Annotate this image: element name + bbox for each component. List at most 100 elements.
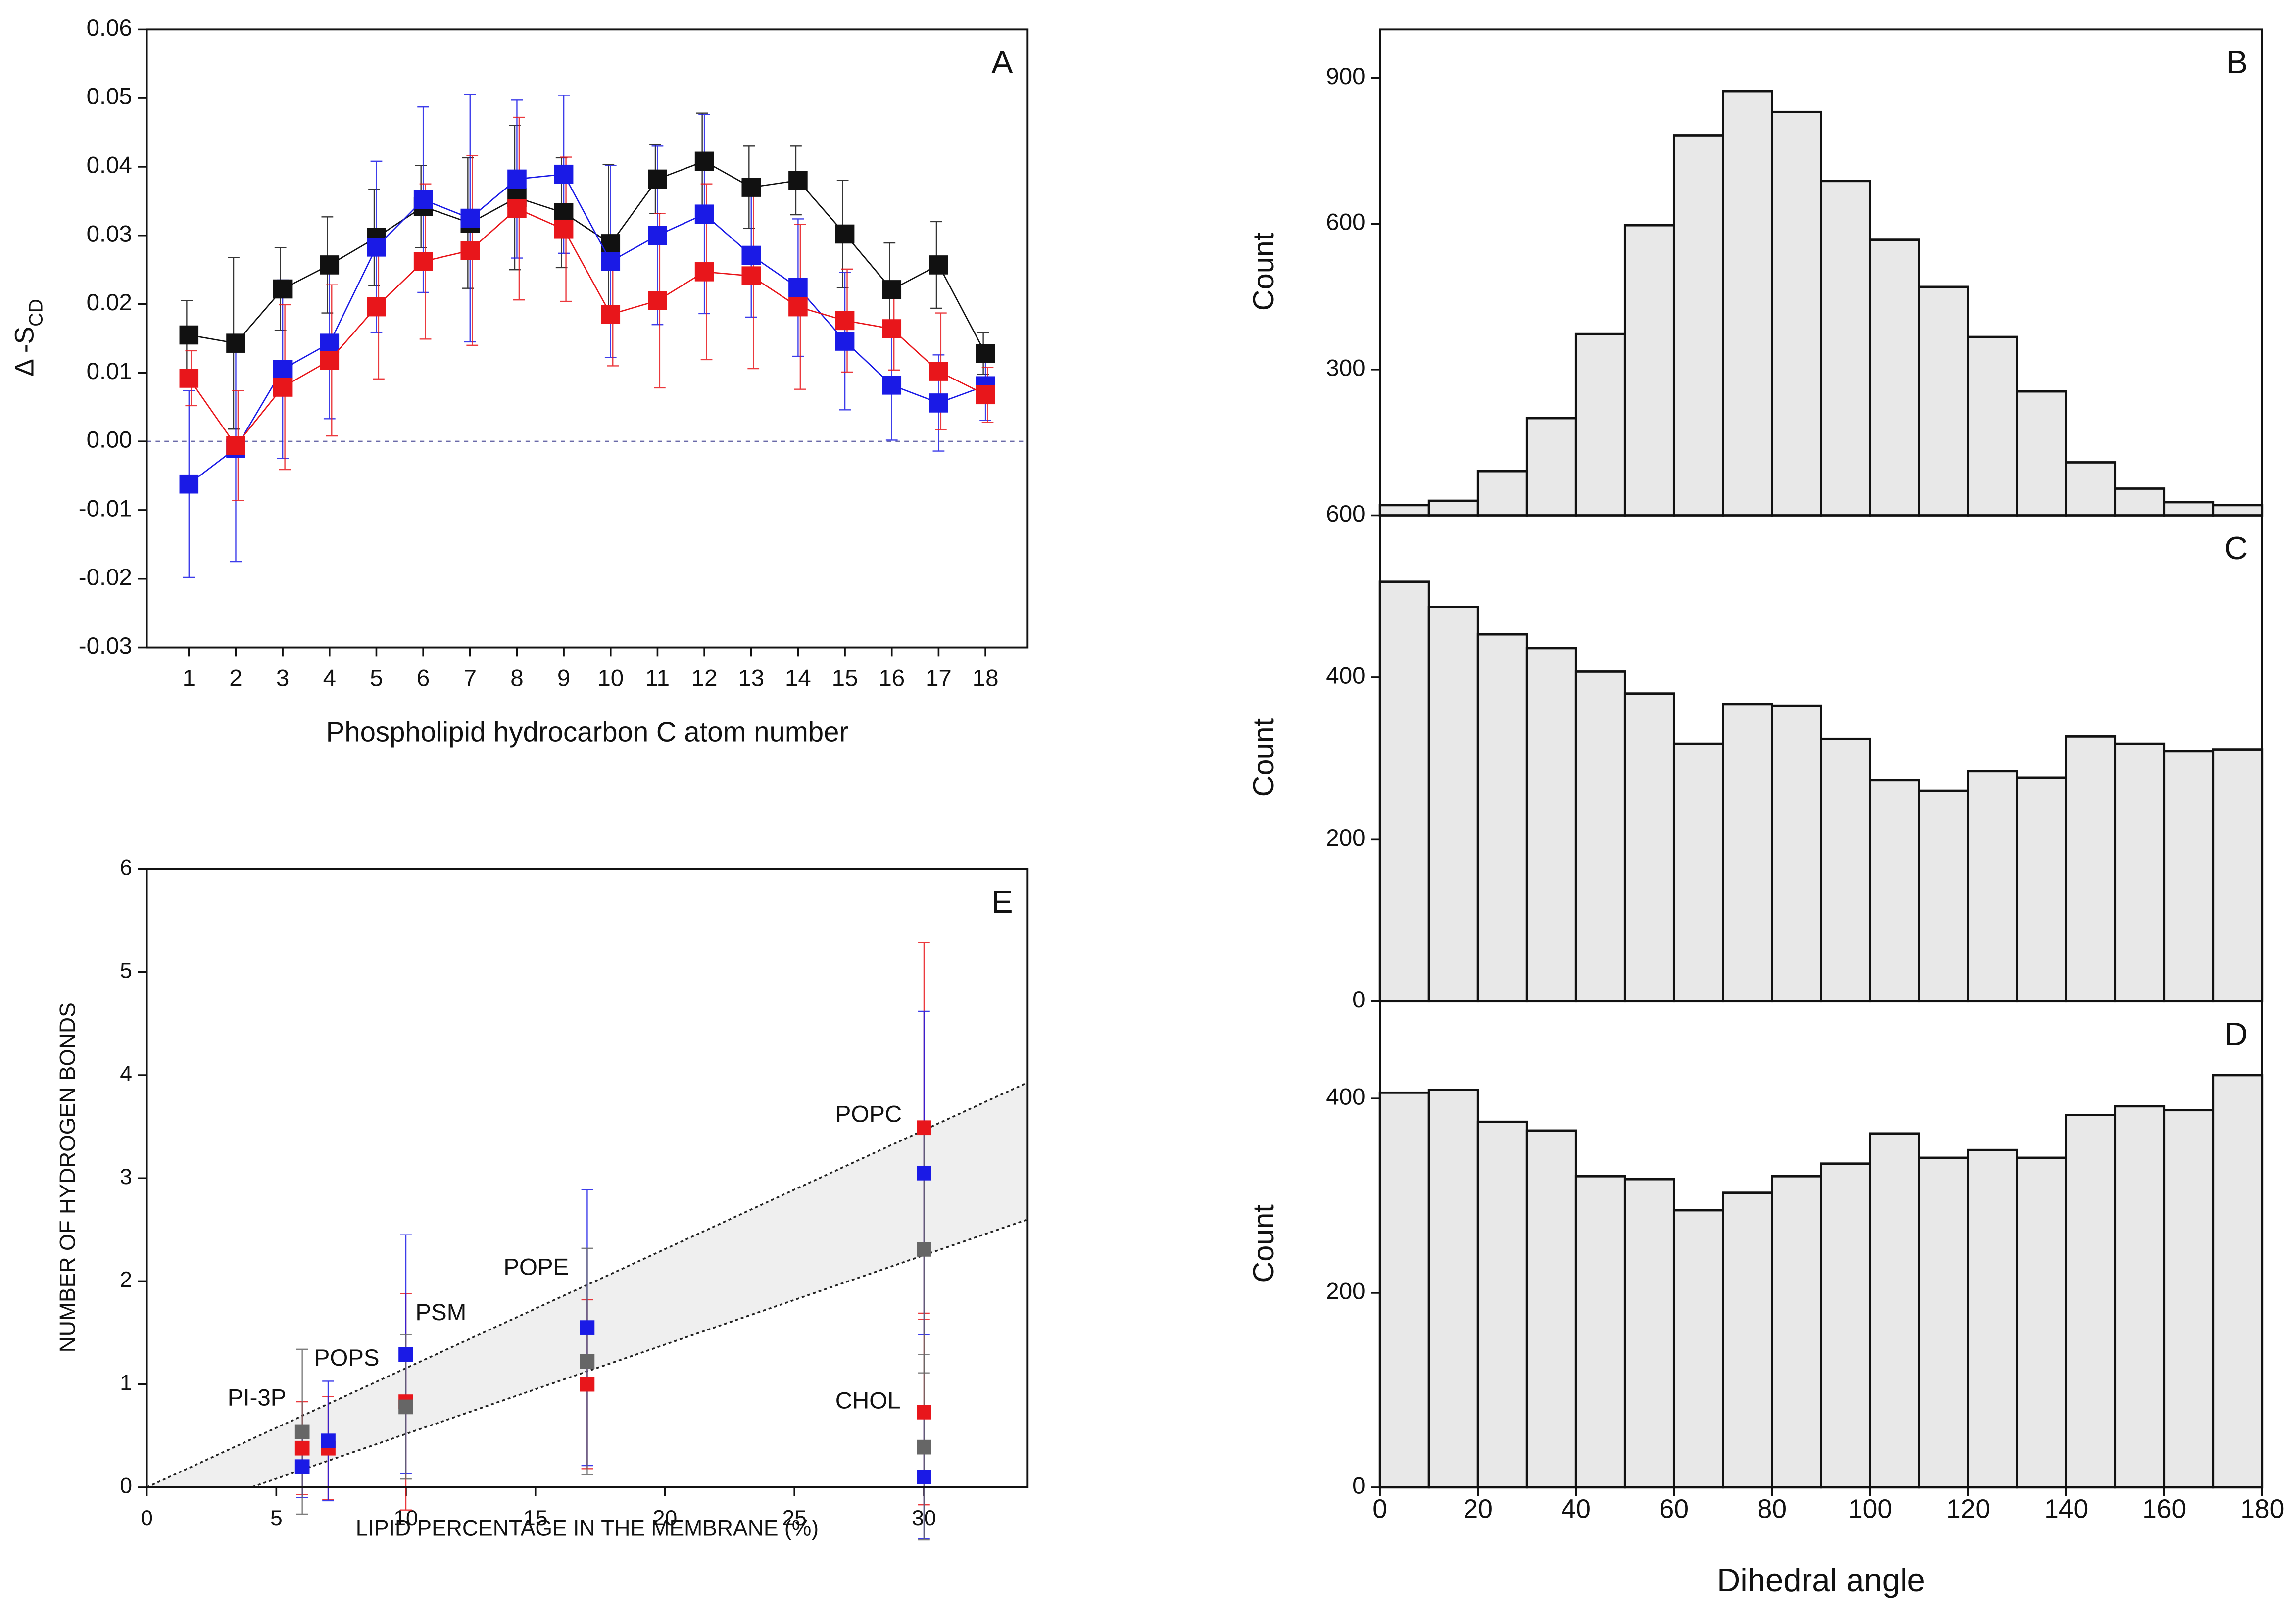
y-tick-label: 3	[120, 1165, 132, 1189]
y-tick-label: 6	[120, 855, 132, 880]
marker	[976, 344, 995, 363]
bar	[1820, 737, 1871, 1003]
marker	[367, 297, 386, 317]
y-axis-title: Count	[1246, 718, 1279, 797]
marker	[226, 436, 245, 455]
series-line	[188, 208, 986, 447]
x-tick-label: 140	[2044, 1494, 2088, 1523]
bar	[1427, 606, 1479, 1003]
marker	[788, 278, 808, 297]
marker	[917, 1470, 931, 1484]
marker	[648, 169, 667, 189]
marker	[507, 199, 527, 218]
y-tick-label: 0.03	[87, 221, 132, 247]
bar	[1869, 238, 1920, 517]
bar	[1476, 470, 1528, 517]
x-tick-label: 5	[370, 665, 383, 691]
marker	[320, 255, 340, 275]
marker	[917, 1405, 931, 1420]
x-tick-label: 120	[1946, 1494, 1990, 1523]
y-tick-label: 2	[120, 1268, 132, 1292]
y-tick-label: 0.05	[87, 84, 132, 110]
marker	[835, 332, 855, 351]
annotation: CHOL	[835, 1387, 901, 1414]
y-tick-label: 0.02	[87, 289, 132, 316]
marker	[294, 1459, 310, 1474]
marker	[929, 393, 948, 413]
bar	[1525, 417, 1577, 517]
bar	[2212, 504, 2264, 517]
x-tick-label: 4	[323, 665, 336, 691]
panel-label: A	[991, 44, 1013, 80]
marker	[741, 178, 761, 197]
y-tick-label: 0.06	[87, 15, 132, 41]
bar	[2016, 776, 2068, 1003]
x-tick-label: 11	[645, 665, 670, 691]
marker	[648, 226, 667, 245]
x-tick-label: 20	[653, 1506, 677, 1530]
x-tick-label: 160	[2142, 1494, 2186, 1523]
y-tick-label: 300	[1326, 355, 1365, 381]
y-axis-title: Count	[1246, 1204, 1279, 1283]
bar	[1378, 1091, 1430, 1489]
marker	[413, 190, 433, 209]
annotation: POPS	[314, 1345, 380, 1371]
bar	[1476, 633, 1528, 1003]
y-axis-title-sub: CD	[25, 299, 47, 327]
y-axis-title-main: Count	[1246, 232, 1279, 311]
marker	[882, 280, 902, 299]
bar	[1869, 1132, 1920, 1489]
bar	[1623, 224, 1675, 517]
annotation: PSM	[415, 1299, 466, 1326]
marker	[320, 351, 340, 370]
marker	[273, 279, 293, 299]
bar	[2065, 735, 2117, 1003]
marker	[601, 305, 621, 324]
bar	[1672, 742, 1724, 1003]
x-tick-label: 3	[276, 665, 289, 691]
x-tick-label: 15	[523, 1506, 547, 1530]
bar	[2163, 501, 2215, 517]
bar	[2212, 748, 2264, 1003]
marker	[694, 262, 714, 282]
x-tick-label: 12	[691, 665, 718, 691]
marker	[554, 203, 574, 223]
y-tick-label: 0.04	[87, 152, 132, 178]
marker	[788, 171, 808, 190]
bar	[1918, 1156, 1969, 1489]
marker	[294, 1440, 310, 1456]
marker	[320, 333, 340, 353]
bar	[1918, 789, 1969, 1003]
bar	[2114, 1105, 2166, 1489]
marker	[413, 252, 433, 271]
bar	[2065, 1114, 2117, 1489]
x-tick-label: 20	[1464, 1494, 1493, 1523]
marker	[226, 333, 245, 353]
x-tick-label: 17	[926, 665, 952, 691]
annotation: PI-3P	[228, 1384, 287, 1411]
bar	[1869, 779, 1920, 1003]
x-tick-label: 180	[2240, 1494, 2284, 1523]
x-axis-title: LIPID PERCENTAGE IN THE MEMBRANE (%)	[356, 1517, 819, 1541]
bar	[1967, 770, 2018, 1003]
marker	[882, 376, 902, 395]
bar	[1378, 504, 1430, 517]
x-tick-label: 14	[785, 665, 811, 691]
bar	[1525, 1129, 1577, 1489]
marker	[917, 1120, 931, 1136]
x-tick-label: 80	[1758, 1494, 1787, 1523]
marker	[648, 291, 667, 310]
bar	[1967, 1148, 2018, 1489]
y-tick-label: 200	[1326, 1279, 1365, 1305]
bar	[2163, 1109, 2215, 1489]
bar	[2212, 1074, 2264, 1489]
bar	[1820, 180, 1871, 517]
y-tick-label: 0	[1352, 1472, 1365, 1499]
bar	[1722, 703, 1773, 1003]
bar	[2065, 461, 2117, 517]
x-tick-label: 9	[557, 665, 570, 691]
x-tick-label: 60	[1660, 1494, 1689, 1523]
x-tick-label: 18	[973, 665, 999, 691]
marker	[294, 1424, 310, 1439]
